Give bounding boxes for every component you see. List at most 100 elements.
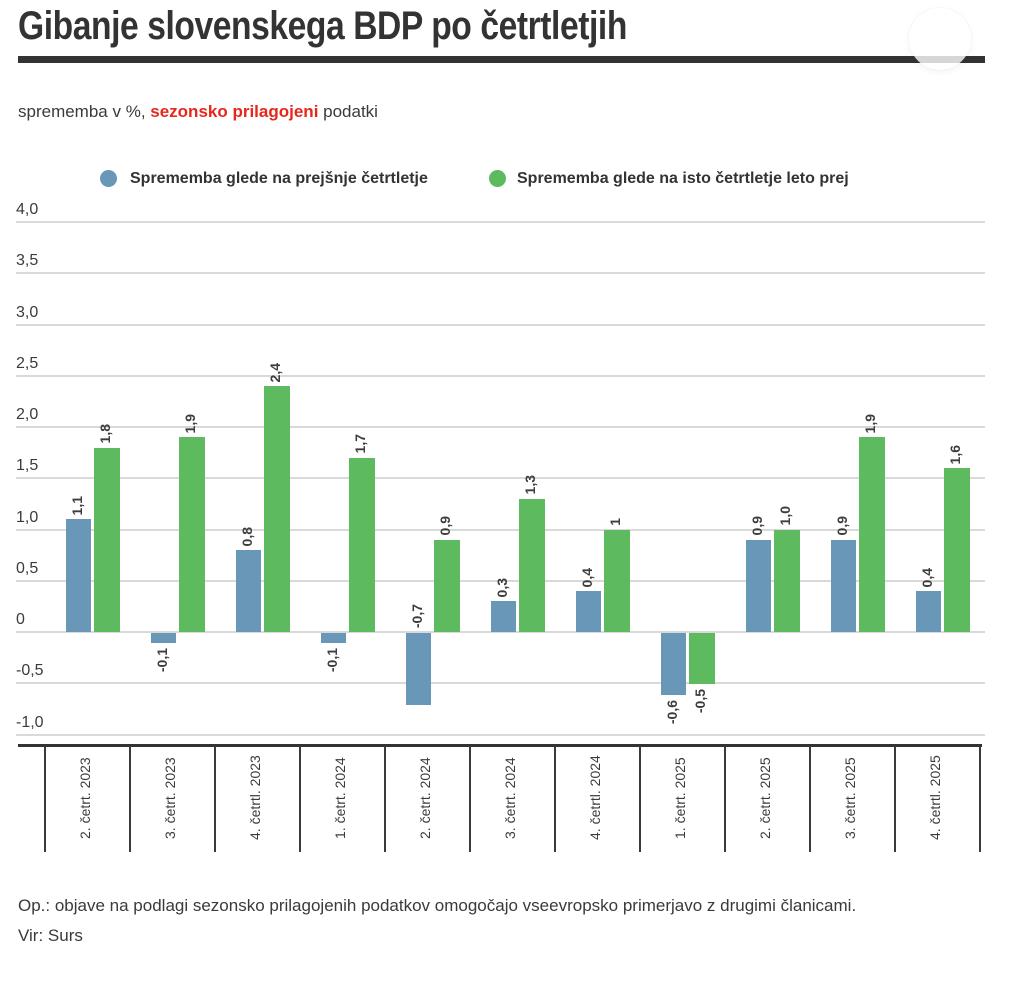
bar-value-label: -0,5: [692, 689, 708, 714]
x-axis-separator: [724, 746, 726, 852]
y-axis-tick-label: 3,0: [16, 303, 39, 321]
legend-label-previous-quarter: Sprememba glede na prejšnje četrtletje: [130, 170, 428, 187]
y-axis-tick-label: 2,0: [16, 406, 39, 423]
bar-year-prior: [604, 529, 630, 632]
source: Vir: Surs: [18, 926, 83, 945]
bar-value-label: -0,6: [663, 699, 680, 724]
bar-year-prior: [434, 539, 460, 632]
gridline: [16, 272, 985, 275]
chart-title: Gibanje slovenskega BDP po četrtletjih: [18, 4, 627, 48]
bar-value-label: 0,4: [578, 567, 595, 587]
x-axis-label: 3. četrt. 2024: [501, 757, 518, 839]
x-axis-label: 4. četrtl. 2024: [586, 755, 603, 841]
x-axis-label: 2. četrt. 2024: [416, 757, 433, 839]
bar-value-label: 0,9: [437, 516, 453, 536]
bar-value-label: 1,7: [352, 434, 368, 454]
title-underline: [18, 56, 985, 63]
subtitle-suffix: podatki: [318, 102, 378, 121]
x-axis-separator: [44, 746, 46, 852]
x-axis-separator: [554, 746, 556, 852]
bar-value-label: 1,9: [182, 413, 198, 434]
bar-value-label: 1,9: [862, 413, 878, 434]
x-axis-separator: [129, 746, 131, 852]
bar-previous-quarter: [66, 519, 91, 632]
bar-previous-quarter: [576, 591, 601, 632]
gridline: [16, 733, 985, 736]
x-axis-separator: [809, 746, 811, 852]
bar-value-label: 1: [607, 517, 623, 526]
bar-previous-quarter: [661, 633, 686, 695]
x-axis-separator: [299, 746, 301, 852]
chart-subtitle: sprememba v %, sezonsko prilagojeni poda…: [18, 102, 378, 122]
bar-value-label: 1,1: [68, 495, 85, 516]
gridline: [16, 426, 985, 428]
bar-value-label: -0,1: [323, 648, 340, 673]
bar-value-label: 1,0: [777, 506, 793, 526]
bar-year-prior: [944, 468, 970, 632]
bar-value-label: 1,8: [97, 424, 113, 444]
bar-previous-quarter: [151, 633, 176, 644]
y-axis-tick-label: 0: [16, 611, 25, 628]
bar-year-prior: [349, 457, 375, 632]
x-axis-separator: [979, 746, 981, 852]
x-axis-label: 1. četrt. 2025: [671, 757, 688, 839]
bar-value-label: 1,6: [947, 444, 963, 464]
bar-value-label: 1,3: [522, 475, 538, 495]
gridline: [16, 374, 985, 377]
x-axis-label: 4. četrtl. 2023: [246, 755, 263, 841]
bar-value-label: -0,1: [153, 648, 170, 673]
gridline: [16, 528, 985, 531]
bar-previous-quarter: [916, 591, 941, 632]
y-axis-tick-label: -0,5: [16, 662, 44, 680]
x-axis-separator: [469, 746, 471, 852]
y-axis-tick-label: -1,0: [16, 713, 44, 731]
y-axis-tick-label: 4,0: [16, 201, 39, 218]
legend-marker-year-prior-icon: [489, 170, 506, 187]
bar-previous-quarter: [831, 539, 856, 632]
subtitle-highlight: sezonsko prilagojeni: [150, 102, 319, 121]
bar-previous-quarter: [746, 539, 771, 632]
subtitle-prefix: sprememba v %,: [18, 102, 151, 121]
y-axis-tick-label: 3,5: [16, 252, 39, 270]
x-axis-label: 2. četrt. 2025: [756, 757, 773, 839]
bar-value-label: 0,9: [833, 516, 850, 536]
gridline: [16, 221, 985, 223]
y-axis-tick-label: 2,5: [16, 354, 39, 372]
bar-previous-quarter: [321, 633, 346, 644]
bar-year-prior: [689, 633, 715, 685]
footnote: Op.: objave na podlagi sezonsko prilagoj…: [18, 896, 857, 915]
y-axis-tick-label: 1,0: [16, 508, 39, 526]
bar-value-label: -0,7: [408, 603, 425, 628]
legend-label-year-prior: Sprememba glede na isto četrtletje leto …: [517, 170, 849, 187]
x-axis-label: 4. četrtl. 2025: [926, 755, 943, 841]
bar-previous-quarter: [236, 550, 261, 632]
bar-year-prior: [774, 529, 800, 632]
x-axis-separator: [894, 746, 896, 852]
x-axis-label: 3. četrt. 2023: [161, 757, 178, 839]
y-axis-tick-label: 0,5: [16, 559, 39, 577]
bar-year-prior: [264, 386, 290, 632]
bar-previous-quarter: [406, 633, 431, 705]
x-axis-label: 2. četrt. 2023: [76, 757, 93, 839]
x-axis-label: 1. četrt. 2024: [331, 757, 348, 839]
gridline: [16, 477, 985, 480]
logo-circle-icon: [909, 8, 971, 70]
y-axis-tick-label: 1,5: [16, 457, 39, 475]
legend-marker-previous-quarter-icon: [100, 170, 117, 187]
bar-value-label: 0,4: [918, 567, 935, 587]
bar-value-label: 2,4: [267, 362, 283, 382]
bar-previous-quarter: [491, 601, 516, 632]
bar-value-label: 0,8: [238, 526, 255, 546]
x-axis-separator: [214, 746, 216, 852]
x-axis-separator: [639, 746, 641, 852]
x-axis-label: 3. četrt. 2025: [841, 757, 858, 839]
bar-year-prior: [859, 437, 885, 632]
bar-year-prior: [519, 498, 545, 632]
plot-area: 4,0 3,5 3,0 2,5 2,0 1,5 1,0 0,5 0 -0,5 -1,0 1,1 -0,1…: [0, 200, 1024, 860]
bar-value-label: 0,9: [748, 516, 765, 536]
gridline: [16, 631, 985, 633]
bar-year-prior: [179, 437, 205, 632]
x-axis-separator: [384, 746, 386, 852]
bar-value-label: 0,3: [493, 577, 510, 598]
x-axis-line: [18, 744, 982, 747]
